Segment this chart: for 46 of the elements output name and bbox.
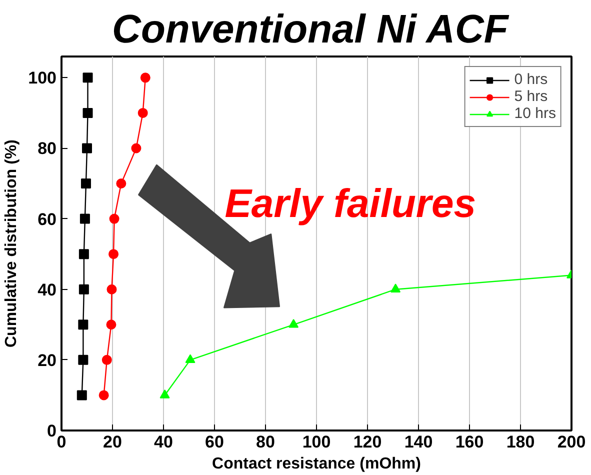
legend-label: 5 hrs xyxy=(514,88,548,105)
chart-title: Conventional Ni ACF xyxy=(112,8,510,52)
x-tick-label: 20 xyxy=(103,432,122,452)
point xyxy=(80,214,90,224)
point xyxy=(106,320,116,330)
legend-label: 0 hrs xyxy=(514,71,548,88)
y-tick-label: 40 xyxy=(38,280,57,300)
x-tick-label: 140 xyxy=(404,432,433,452)
x-tick-label: 200 xyxy=(557,432,586,452)
point xyxy=(82,72,93,83)
y-tick-label: 100 xyxy=(28,68,57,88)
point xyxy=(140,72,150,83)
x-axis-title: Contact resistance (mOhm) xyxy=(212,456,421,472)
point xyxy=(108,249,119,260)
point xyxy=(160,390,170,398)
point xyxy=(116,178,126,189)
y-tick-label: 20 xyxy=(38,350,57,370)
x-tick-label: 80 xyxy=(256,432,275,452)
point xyxy=(102,354,112,365)
point xyxy=(106,284,117,294)
x-tick-label: 120 xyxy=(353,432,382,452)
point xyxy=(78,249,89,260)
y-tick-label: 60 xyxy=(38,210,57,229)
x-tick-label: 100 xyxy=(302,432,331,452)
x-tick-label: 180 xyxy=(506,432,535,452)
point xyxy=(390,284,401,292)
x-tick-label: 60 xyxy=(205,432,224,452)
point xyxy=(76,390,87,400)
point xyxy=(82,108,93,118)
point xyxy=(98,390,109,400)
point xyxy=(78,284,89,294)
point xyxy=(82,143,92,154)
point xyxy=(185,354,196,364)
point xyxy=(80,178,91,189)
x-tick-label: 160 xyxy=(455,432,484,452)
point xyxy=(109,214,120,224)
x-tick-label: 40 xyxy=(154,432,173,452)
point xyxy=(288,318,299,328)
annotation: Early failures xyxy=(224,182,476,226)
point xyxy=(138,108,148,118)
point xyxy=(131,143,142,154)
y-axis-title: Cumulative distribution (%) xyxy=(3,140,20,348)
y-tick-label: 80 xyxy=(38,139,57,158)
legend-label: 10 hrs xyxy=(514,105,556,122)
point xyxy=(78,354,88,365)
point xyxy=(78,320,88,330)
